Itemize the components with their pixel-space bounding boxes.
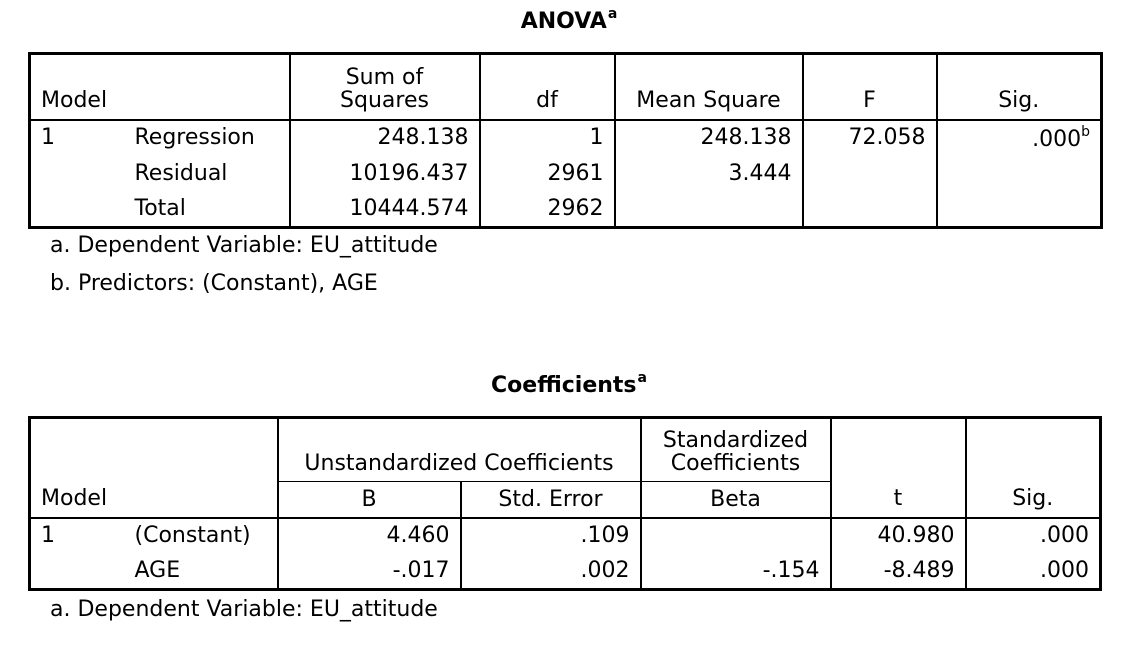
anova-header-sum-of-squares: Sum of Squares [288,53,481,121]
coefficients-header-b: B [276,481,462,519]
coefficients-beta-cell [640,517,832,554]
coefficients-header-row-2: B Std. Error Beta [30,481,1101,519]
coefficients-row-label: (Constant) [134,523,251,549]
anova-row-residual: Residual 10196.437 2961 3.444 [30,155,1102,192]
coefficients-sig-cell: .000 [1040,523,1089,549]
coefficients-header-sig: Sig. [965,417,1101,519]
anova-row-total: Total 10444.574 2962 [30,191,1102,228]
anova-footnote-a: a. Dependent Variable: EU_attitude [50,233,438,258]
anova-f-cell: 72.058 [802,119,938,156]
anova-ms-cell: 3.444 [614,155,804,192]
coefficients-row-age: AGE -.017 .002 -.154 -8.489 .000 [30,553,1101,590]
anova-ms-cell: 248.138 [614,119,804,156]
anova-empty-cell [30,192,125,228]
anova-df-cell: 2961 [479,155,616,192]
coefficients-row-label: AGE [134,558,181,584]
coefficients-t-cell: -8.489 [830,553,967,590]
coefficients-footnote-a: a. Dependent Variable: EU_attitude [50,597,438,622]
anova-f-cell [802,191,938,228]
coefficients-header-std-line2: Coefficients [670,450,801,476]
anova-df-cell: 1 [479,119,616,156]
anova-model-number: 1 [41,125,55,151]
anova-ms-cell [614,191,804,228]
coefficients-t-cell: 40.980 [830,517,967,554]
coefficients-header-model: Model [29,417,278,519]
coefficients-header-t: t [830,417,967,519]
anova-header-sig: Sig. [936,53,1102,121]
anova-f-cell [802,155,938,192]
coefficients-title: Coefficientsa [0,370,1138,398]
anova-row-regression: 1 Regression 248.138 1 248.138 72.058 .0… [30,119,1102,156]
anova-row-label: Regression [134,125,255,151]
coefficients-header-standardized: Standardized Coefficients [640,417,832,482]
coefficients-beta-cell: -.154 [640,553,832,590]
anova-row-label: Total [134,196,186,222]
anova-row-label: Residual [134,160,228,186]
anova-ss-cell: 248.138 [288,119,481,156]
anova-header-ss-line2: Squares [340,88,429,114]
anova-sig-cell: .000b [937,120,1102,156]
coefficients-header-row-1: Model Unstandardized Coefficients Standa… [29,417,1101,519]
anova-table: Model Sum of Squares df Mean Square F Si… [28,52,1103,229]
anova-header-model: Model [29,53,290,121]
coefficients-b-cell: -.017 [276,553,462,590]
coefficients-se-cell: .109 [460,517,642,554]
anova-header-df: df [479,53,616,121]
anova-header-f: F [802,53,938,121]
anova-header-mean-square: Mean Square [614,53,804,121]
coefficients-empty-cell [30,554,125,590]
anova-header-row: Model Sum of Squares df Mean Square F Si… [29,53,1102,121]
coefficients-header-std-error: Std. Error [460,481,642,519]
coefficients-header-beta: Beta [640,481,832,519]
coefficients-se-cell: .002 [460,553,642,590]
anova-footnote-b: b. Predictors: (Constant), AGE [50,271,378,296]
anova-title-text: ANOVA [520,9,607,34]
coefficients-header-std-line1: Standardized [662,427,809,453]
anova-sig-value: .000 [1032,126,1082,152]
anova-empty-cell [30,156,125,192]
anova-title: ANOVAa [0,6,1138,34]
anova-sig-footnote-mark: b [1081,123,1090,140]
coefficients-model-number: 1 [41,523,55,549]
anova-df-cell: 2962 [479,191,616,228]
coefficients-title-footnote-mark: a [637,370,647,386]
coefficients-b-cell: 4.460 [276,517,462,554]
anova-title-footnote-mark: a [607,6,618,22]
anova-ss-cell: 10196.437 [288,155,481,192]
anova-ss-cell: 10444.574 [288,191,481,228]
anova-sig-cell [937,156,1102,192]
coefficients-table: Model Unstandardized Coefficients Standa… [28,416,1102,591]
anova-sig-cell [937,192,1102,228]
coefficients-row-constant: 1 (Constant) 4.460 .109 40.980 .000 [30,517,1101,554]
coefficients-header-unstandardized: Unstandardized Coefficients [276,417,642,482]
coefficients-title-text: Coefficients [491,373,637,398]
anova-header-ss-line1: Sum of [345,65,424,91]
coefficients-sig-cell: .000 [1040,558,1089,584]
